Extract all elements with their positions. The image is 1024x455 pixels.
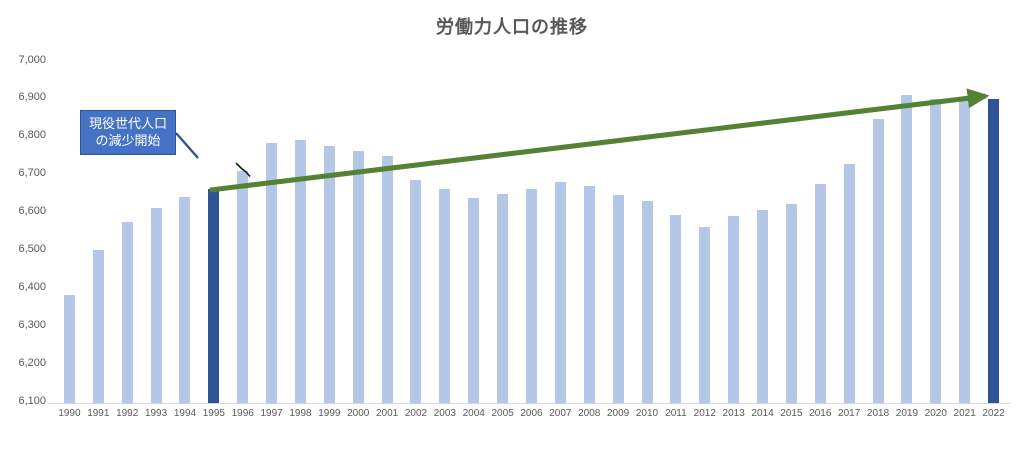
bar-2018: [872, 119, 884, 403]
y-axis-label: 6,600: [18, 205, 46, 218]
x-axis-label: 1999: [318, 408, 341, 419]
x-axis-label: 2006: [520, 408, 543, 419]
y-axis-label: 6,700: [18, 167, 46, 180]
y-axis-label: 6,300: [18, 318, 46, 331]
bar-1990: [63, 295, 75, 403]
y-axis-label: 6,100: [18, 394, 46, 407]
y-axis-label: 7,000: [18, 53, 46, 66]
x-axis-label: 1998: [289, 408, 312, 419]
x-axis-label: 1996: [231, 408, 254, 419]
x-axis-label: 2010: [635, 408, 659, 419]
x-axis-label: 1993: [144, 408, 168, 419]
x-axis-label: 1995: [202, 408, 225, 419]
bar-2004: [468, 197, 480, 403]
bar-1994: [179, 196, 191, 403]
x-axis-label: 2013: [722, 408, 745, 419]
y-axis-label: 6,500: [18, 242, 46, 255]
bar-2000: [352, 150, 364, 403]
bar-1992: [121, 221, 133, 403]
annotation-callout: 現役世代人口 の減少開始: [80, 110, 176, 155]
bar-1998: [294, 140, 306, 403]
bar-2006: [526, 189, 537, 403]
bar-2015: [785, 204, 797, 403]
bar-2022: [988, 99, 1000, 403]
y-axis-label: 6,900: [18, 91, 46, 104]
x-axis-label: 2022: [982, 408, 1005, 419]
x-axis-label: 1994: [173, 408, 197, 419]
bar-2008: [583, 185, 595, 403]
bar-2012: [699, 226, 711, 403]
y-axis-label: 6,200: [18, 356, 46, 369]
bar-2016: [814, 184, 826, 403]
bar-2013: [728, 216, 740, 403]
annotation-text-line2: の減少開始: [95, 132, 161, 148]
bar-2005: [497, 194, 509, 403]
bar-2019: [901, 95, 913, 403]
y-axis-label: 6,400: [18, 280, 46, 293]
x-axis-label: 2002: [404, 408, 428, 419]
bar-2002: [410, 179, 422, 403]
callout-leader-line: [175, 132, 199, 159]
bar-1991: [92, 249, 104, 403]
x-axis-label: 2021: [953, 408, 976, 419]
x-axis-label: 1990: [58, 408, 81, 419]
x-axis-label: 2014: [751, 408, 774, 419]
chart-title: 労働力人口の推移: [436, 17, 588, 37]
x-axis-label: 2020: [924, 408, 947, 419]
x-axis-label: 2003: [433, 408, 456, 419]
x-axis-label: 2015: [780, 408, 803, 419]
x-axis-label: 1991: [87, 408, 110, 419]
x-axis-label: 1997: [260, 408, 283, 419]
y-axis-label: 6,800: [18, 129, 46, 142]
x-axis-label: 2017: [838, 408, 861, 419]
x-axis-label: 2008: [578, 408, 601, 419]
bar-1997: [266, 142, 278, 403]
bar-1993: [150, 207, 162, 403]
bar-2011: [670, 215, 682, 403]
x-axis-line: [49, 403, 1010, 405]
x-axis-label: 2009: [607, 408, 630, 419]
bar-2009: [612, 194, 624, 403]
x-axis-label: 1992: [116, 408, 139, 419]
bar-2010: [641, 201, 653, 403]
x-axis-label: 2005: [491, 408, 514, 419]
x-axis-label: 2019: [895, 408, 919, 419]
bar-1995: [208, 188, 220, 403]
x-axis-label: 2004: [462, 408, 485, 419]
x-axis-label: 2011: [665, 408, 687, 419]
x-axis-label: 2001: [375, 408, 399, 419]
bar-2014: [757, 210, 769, 403]
bar-1996: [237, 171, 249, 403]
x-axis-label: 2012: [693, 408, 716, 419]
x-axis-label: 2018: [866, 408, 890, 419]
bar-2020: [930, 99, 942, 403]
x-axis-label: 2000: [347, 408, 370, 419]
bar-1999: [323, 145, 335, 403]
bar-2007: [554, 181, 566, 403]
bar-2017: [843, 163, 855, 403]
x-axis-label: 2016: [809, 408, 832, 419]
bar-2003: [439, 188, 451, 403]
bar-2001: [381, 155, 393, 403]
bar-2021: [959, 97, 971, 403]
x-axis-label: 2007: [549, 408, 572, 419]
annotation-text-line1: 現役世代人口: [88, 116, 167, 132]
